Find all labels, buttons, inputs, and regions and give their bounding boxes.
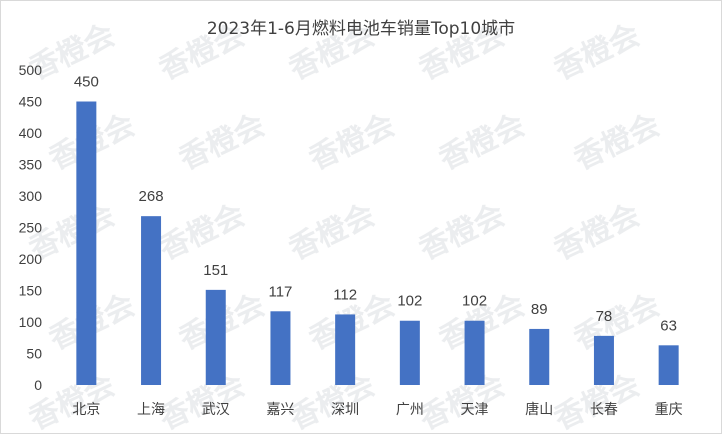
watermark-text: 香橙会 <box>414 198 510 268</box>
data-label: 63 <box>660 317 677 334</box>
data-label: 151 <box>203 262 228 279</box>
bar-1 <box>76 101 97 385</box>
y-tick-label: 350 <box>19 157 43 173</box>
watermark-text: 香橙会 <box>569 288 665 358</box>
data-labels: 450 268 151 117 112 102 102 89 78 63 <box>74 74 677 335</box>
y-tick-label: 300 <box>19 188 43 204</box>
watermark-text: 香橙会 <box>284 368 380 433</box>
y-tick-label: 150 <box>19 283 43 299</box>
y-tick-label: 0 <box>34 377 42 393</box>
watermark-text: 香橙会 <box>154 198 250 268</box>
data-label: 450 <box>74 74 99 91</box>
x-tick-label: 深圳 <box>331 402 359 418</box>
chart-title: 2023年1-6月燃料电池车销量Top10城市 <box>207 19 515 39</box>
x-tick-label: 嘉兴 <box>266 402 294 418</box>
data-label: 102 <box>462 293 487 310</box>
y-axis: 0 50 100 150 200 250 300 350 400 450 500 <box>19 62 43 393</box>
watermark-text: 香橙会 <box>284 198 380 268</box>
x-tick-label: 北京 <box>72 402 100 418</box>
bar-5 <box>335 314 356 385</box>
x-axis: 北京 上海 武汉 嘉兴 深圳 广州 天津 唐山 长春 重庆 <box>72 401 682 418</box>
x-tick-label: 上海 <box>137 402 165 418</box>
bar-9 <box>593 335 614 385</box>
data-label: 268 <box>139 188 164 205</box>
y-tick-label: 500 <box>19 62 43 78</box>
y-tick-label: 50 <box>26 346 42 362</box>
watermark-text: 香橙会 <box>569 108 665 178</box>
bar-6 <box>399 320 420 385</box>
y-tick-label: 450 <box>19 94 43 110</box>
data-label: 89 <box>531 301 548 318</box>
x-tick-label: 武汉 <box>202 402 230 418</box>
bar-4 <box>270 311 291 385</box>
x-tick-label: 天津 <box>461 402 489 418</box>
x-tick-label: 广州 <box>396 402 424 418</box>
bar-8 <box>529 328 550 385</box>
bar-7 <box>464 320 485 385</box>
data-label: 112 <box>333 286 357 303</box>
bars <box>76 101 679 385</box>
x-tick-label: 长春 <box>590 402 618 418</box>
y-tick-label: 100 <box>19 314 43 330</box>
data-label: 78 <box>596 308 613 325</box>
bar-2 <box>141 216 162 385</box>
watermark-text: 香橙会 <box>174 108 270 178</box>
y-tick-label: 200 <box>19 251 43 267</box>
watermark-text: 香橙会 <box>304 108 400 178</box>
y-tick-label: 250 <box>19 220 43 236</box>
bar-3 <box>205 289 226 385</box>
data-label: 102 <box>397 293 422 310</box>
watermark-text: 香橙会 <box>549 18 645 88</box>
x-tick-label: 重庆 <box>655 402 683 418</box>
y-tick-label: 400 <box>19 125 43 141</box>
bar-10 <box>658 345 679 385</box>
watermark-text: 香橙会 <box>154 368 250 433</box>
watermark-text: 香橙会 <box>434 108 530 178</box>
watermark-text: 香橙会 <box>549 198 645 268</box>
x-tick-label: 唐山 <box>525 401 553 418</box>
data-label: 117 <box>268 283 292 300</box>
watermark-text: 香橙会 <box>414 368 510 433</box>
